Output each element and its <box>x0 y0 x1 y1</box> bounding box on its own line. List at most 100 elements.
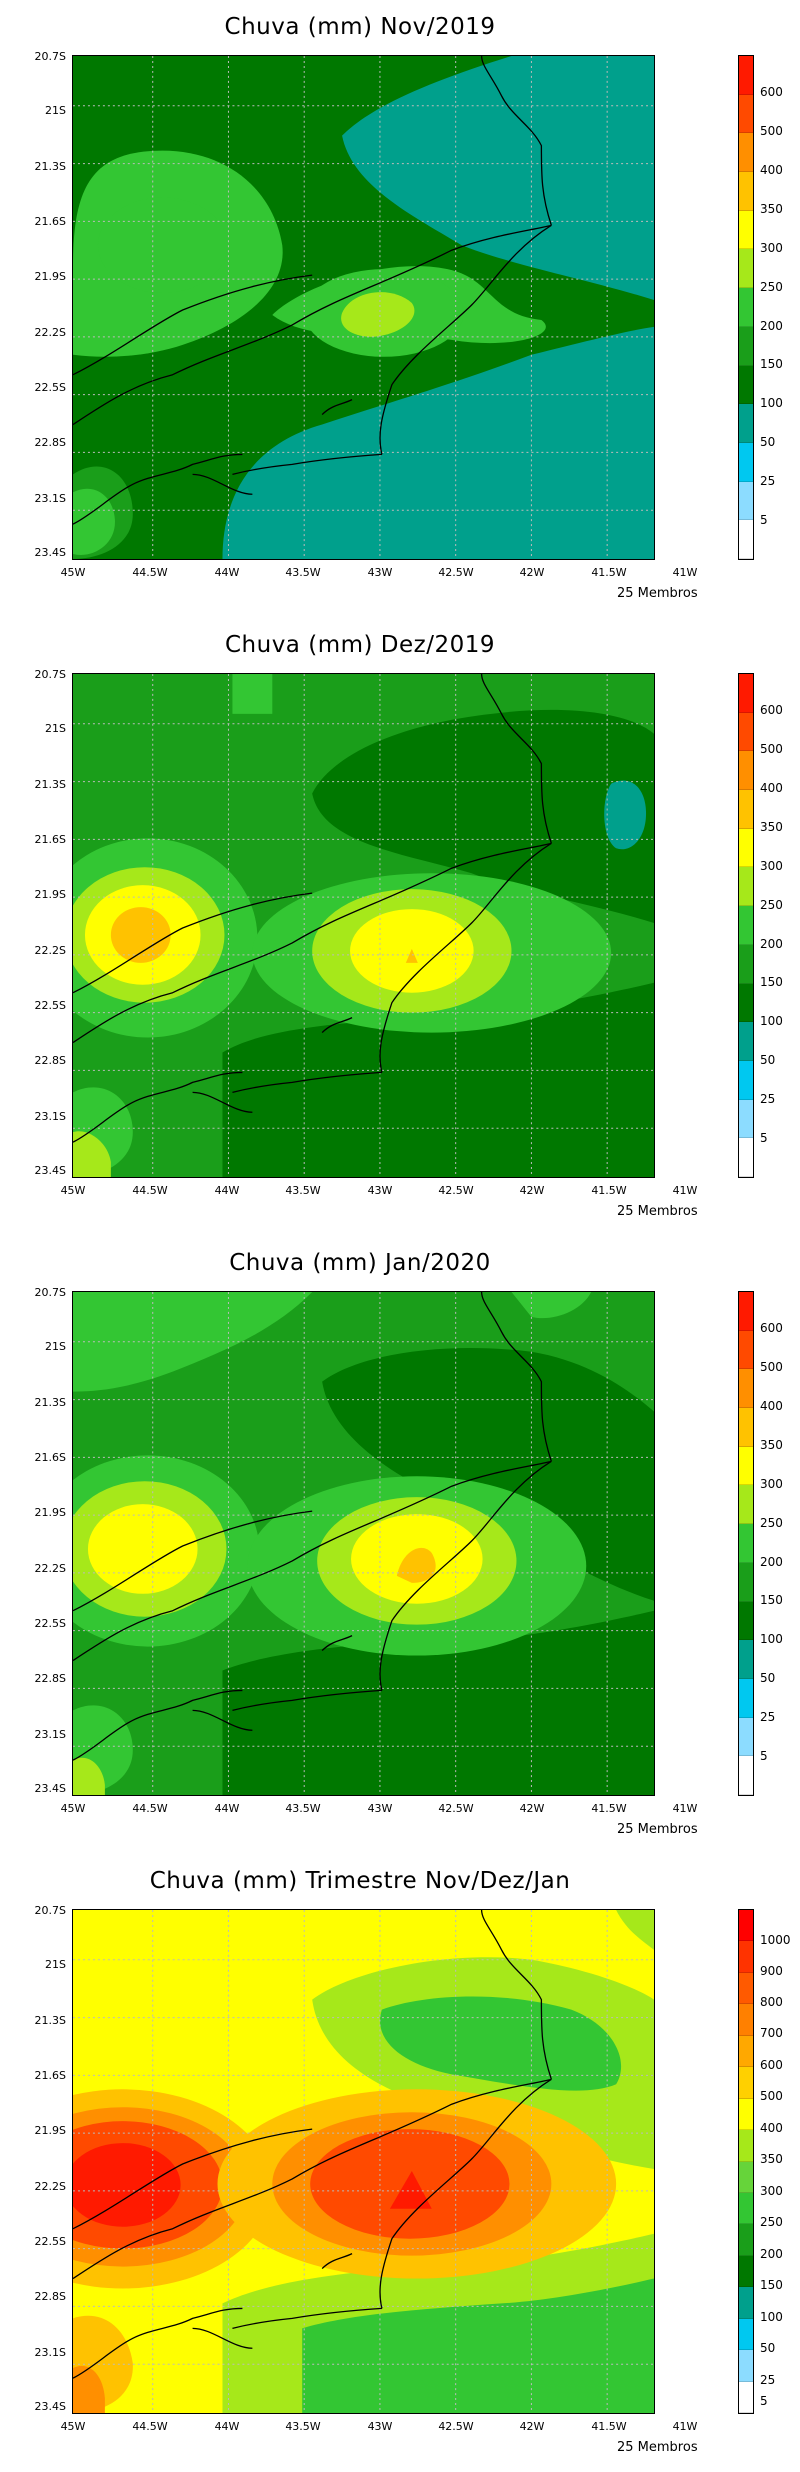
colorbar-label: 800 <box>760 1995 783 2009</box>
colorbar-swatch <box>739 867 753 907</box>
colorbar-label: 50 <box>760 2341 776 2355</box>
colorbar-label: 200 <box>760 1555 783 1569</box>
colorbar-label: 100 <box>760 1014 783 1028</box>
colorbar-swatch <box>739 712 753 752</box>
x-tick-label: 44.5W <box>132 1184 168 1197</box>
x-tick-label: 43.5W <box>285 1802 321 1815</box>
y-tick-label: 21S <box>45 722 66 735</box>
colorbar-swatch <box>739 2350 753 2382</box>
x-tick-label: 41.5W <box>591 2420 627 2433</box>
colorbar-label: 25 <box>760 2373 776 2387</box>
colorbar-swatch <box>739 1717 753 1757</box>
colorbar-swatch <box>739 133 753 173</box>
colorbar-swatch <box>739 210 753 250</box>
y-tick-label: 21.6S <box>34 215 66 228</box>
colorbar-swatch <box>739 1485 753 1525</box>
colorbar-swatch <box>739 906 753 945</box>
colorbar-label: 600 <box>760 2058 783 2072</box>
x-tick-label: 43.5W <box>285 1184 321 1197</box>
y-tick-label: 21.6S <box>34 1451 66 1464</box>
colorbar-label: 100 <box>760 396 783 410</box>
x-tick-label: 45W <box>60 566 86 579</box>
colorbar-swatch <box>739 2192 753 2225</box>
map-panel-jan-2020: Chuva (mm) Jan/2020 <box>0 1236 800 1854</box>
y-tick-label: 23.4S <box>34 546 66 559</box>
y-tick-label: 23.1S <box>34 492 66 505</box>
colorbar-label: 250 <box>760 2215 783 2229</box>
colorbar-label: 500 <box>760 2089 783 2103</box>
x-tick-label: 45W <box>60 2420 86 2433</box>
colorbar-label: 350 <box>760 202 783 216</box>
colorbar-swatch <box>739 288 753 327</box>
y-tick-label: 23.4S <box>34 2400 66 2413</box>
colorbar-swatch <box>739 1099 753 1139</box>
colorbar-label: 400 <box>760 781 783 795</box>
y-tick-label: 20.7S <box>34 50 66 63</box>
x-tick-label: 42W <box>519 1184 545 1197</box>
colorbar-label: 500 <box>760 1360 783 1374</box>
x-tick-label: 42.5W <box>438 2420 474 2433</box>
colorbar-label: 250 <box>760 898 783 912</box>
x-tick-label: 41.5W <box>591 1802 627 1815</box>
x-tick-label: 44.5W <box>132 2420 168 2433</box>
y-tick-label: 21S <box>45 1958 66 1971</box>
colorbar-label: 600 <box>760 1321 783 1335</box>
colorbar-label: 300 <box>760 2184 783 2198</box>
colorbar-label: 500 <box>760 124 783 138</box>
y-tick-label: 23.1S <box>34 2346 66 2359</box>
colorbar-swatch <box>739 1369 753 1409</box>
y-tick-label: 22.5S <box>34 1617 66 1630</box>
colorbar-label: 25 <box>760 1710 776 1724</box>
y-tick-label: 21.3S <box>34 1396 66 1409</box>
y-tick-label: 23.1S <box>34 1110 66 1123</box>
colorbar-label: 150 <box>760 357 783 371</box>
colorbar-label: 200 <box>760 937 783 951</box>
y-tick-label: 22.8S <box>34 436 66 449</box>
colorbar <box>738 1909 754 2414</box>
colorbar-swatch <box>739 1678 753 1718</box>
rainfall-map <box>72 1291 655 1796</box>
colorbar-swatch <box>739 172 753 211</box>
colorbar-label: 600 <box>760 703 783 717</box>
colorbar-label: 250 <box>760 280 783 294</box>
y-tick-label: 23.1S <box>34 1728 66 1741</box>
x-tick-label: 41.5W <box>591 566 627 579</box>
y-tick-label: 22.5S <box>34 999 66 1012</box>
colorbar-label: 200 <box>760 319 783 333</box>
colorbar-swatch <box>739 1941 753 1973</box>
y-tick-label: 21.6S <box>34 833 66 846</box>
colorbar-swatch <box>739 828 753 868</box>
colorbar-swatch <box>739 1910 753 1942</box>
x-tick-label: 44W <box>214 1184 240 1197</box>
x-tick-label: 45W <box>60 1802 86 1815</box>
y-tick-label: 22.5S <box>34 381 66 394</box>
colorbar-swatch <box>739 2287 753 2319</box>
y-tick-label: 22.2S <box>34 1562 66 1575</box>
colorbar-label: 50 <box>760 1671 776 1685</box>
colorbar-swatch <box>739 790 753 829</box>
members-note: 25 Membros <box>617 586 698 601</box>
y-tick-label: 21.9S <box>34 1506 66 1519</box>
y-tick-label: 20.7S <box>34 668 66 681</box>
colorbar-swatch <box>739 404 753 443</box>
colorbar-label: 5 <box>760 2394 768 2408</box>
y-tick-label: 23.4S <box>34 1782 66 1795</box>
x-tick-label: 42.5W <box>438 566 474 579</box>
colorbar-swatch <box>739 944 753 984</box>
colorbar-swatch <box>739 1524 753 1563</box>
x-tick-label: 44W <box>214 566 240 579</box>
colorbar-swatch <box>739 1972 753 2005</box>
colorbar-swatch <box>739 2224 753 2256</box>
colorbar-label: 5 <box>760 513 768 527</box>
colorbar-swatch <box>739 2130 753 2162</box>
colorbar-swatch <box>739 2067 753 2099</box>
colorbar-label: 200 <box>760 2247 783 2261</box>
x-tick-label: 41W <box>672 566 698 579</box>
colorbar-swatch <box>739 674 753 713</box>
colorbar-label: 400 <box>760 2121 783 2135</box>
panel-title: Chuva (mm) Jan/2020 <box>229 1250 491 1276</box>
y-tick-label: 20.7S <box>34 1286 66 1299</box>
y-tick-label: 22.5S <box>34 2235 66 2248</box>
colorbar-label: 350 <box>760 820 783 834</box>
y-tick-label: 22.8S <box>34 2290 66 2303</box>
